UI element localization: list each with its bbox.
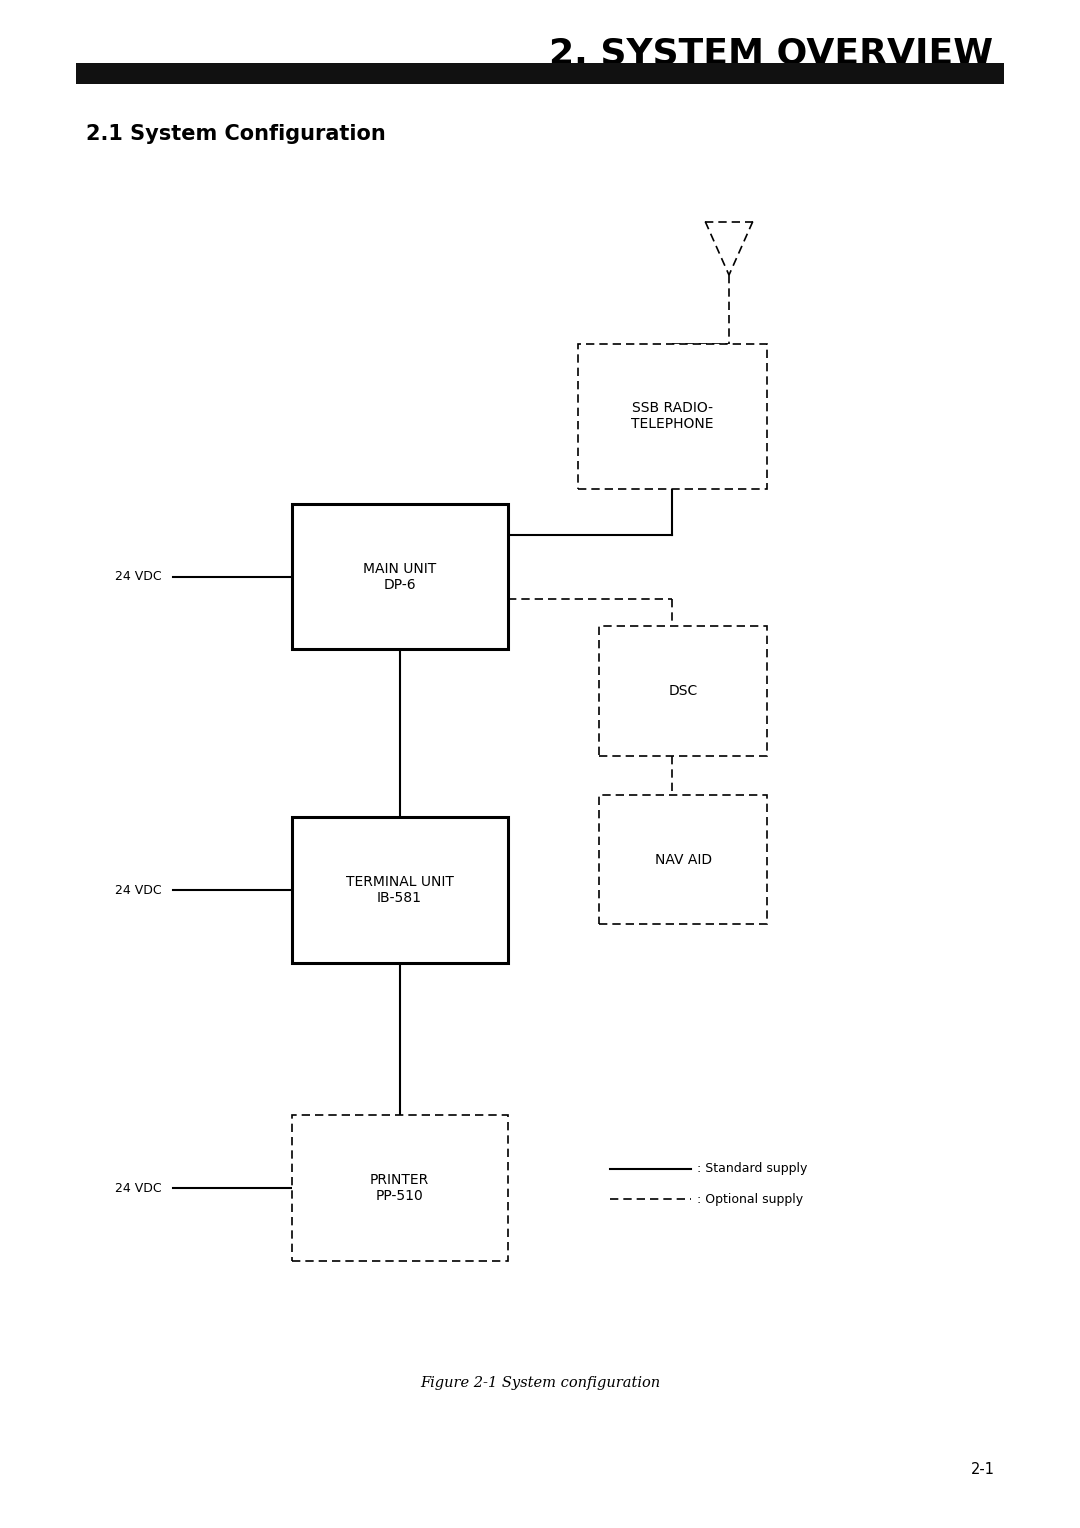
Bar xyxy=(578,344,767,489)
Text: : Standard supply: : Standard supply xyxy=(697,1163,807,1175)
Bar xyxy=(292,1115,508,1261)
Bar xyxy=(599,626,767,756)
Text: NAV AID: NAV AID xyxy=(654,853,712,866)
Text: SSB RADIO-
TELEPHONE: SSB RADIO- TELEPHONE xyxy=(631,402,714,431)
Text: TERMINAL UNIT
IB-581: TERMINAL UNIT IB-581 xyxy=(346,876,454,905)
Text: DSC: DSC xyxy=(669,685,698,698)
Bar xyxy=(292,504,508,649)
Text: 24 VDC: 24 VDC xyxy=(116,570,162,584)
Bar xyxy=(76,63,1004,84)
Text: 24 VDC: 24 VDC xyxy=(116,883,162,897)
Text: 2-1: 2-1 xyxy=(971,1462,995,1478)
Text: MAIN UNIT
DP-6: MAIN UNIT DP-6 xyxy=(363,562,436,591)
Text: 2.1 System Configuration: 2.1 System Configuration xyxy=(86,124,387,145)
Text: Figure 2-1 System configuration: Figure 2-1 System configuration xyxy=(420,1375,660,1390)
Text: PRINTER
PP-510: PRINTER PP-510 xyxy=(370,1174,429,1203)
Bar xyxy=(292,817,508,963)
Text: 24 VDC: 24 VDC xyxy=(116,1181,162,1195)
Text: : Optional supply: : Optional supply xyxy=(697,1193,802,1206)
Bar xyxy=(599,795,767,924)
Text: 2. SYSTEM OVERVIEW: 2. SYSTEM OVERVIEW xyxy=(550,37,994,70)
